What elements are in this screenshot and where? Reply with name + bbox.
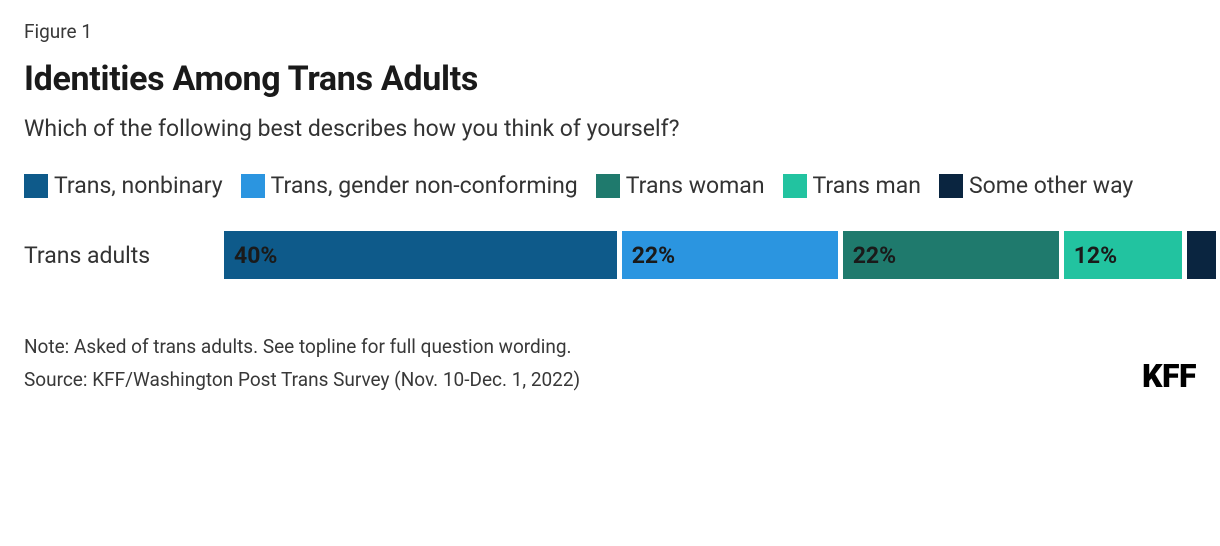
legend-label: Trans man [813,166,921,205]
legend-item: Some other way [939,166,1133,205]
footer-note: Note: Asked of trans adults. See topline… [24,335,1196,358]
legend-swatch [24,174,48,198]
chart-subtitle: Which of the following best describes ho… [24,115,1196,142]
legend-label: Trans woman [626,166,765,205]
legend-item: Trans woman [596,166,765,205]
bar-container: 40% 22% 22% 12% [224,231,1196,279]
row-label: Trans adults [24,242,224,269]
legend-item: Trans man [783,166,921,205]
bar-segment: 40% [224,231,617,279]
bar-value-label: 40% [234,242,277,269]
bar-segment [1187,231,1216,279]
footer-source: Source: KFF/Washington Post Trans Survey… [24,368,1196,391]
chart-row: Trans adults 40% 22% 22% 12% [24,231,1196,279]
legend-label: Trans, gender non-conforming [271,166,578,205]
kff-logo: KFF [1142,357,1196,395]
chart-title: Identities Among Trans Adults [24,59,1196,99]
bar-segment: 22% [622,231,838,279]
bar-value-label: 22% [632,242,675,269]
legend-label: Some other way [969,166,1133,205]
legend-swatch [241,174,265,198]
legend: Trans, nonbinary Trans, gender non-confor… [24,166,1196,205]
bar-value-label: 22% [853,242,896,269]
legend-item: Trans, gender non-conforming [241,166,578,205]
legend-swatch [783,174,807,198]
legend-swatch [596,174,620,198]
footer: Note: Asked of trans adults. See topline… [24,335,1196,391]
legend-label: Trans, nonbinary [54,166,223,205]
legend-swatch [939,174,963,198]
bar-value-label: 12% [1074,242,1117,269]
figure-label: Figure 1 [24,20,1196,43]
bar-segment: 12% [1064,231,1182,279]
legend-item: Trans, nonbinary [24,166,223,205]
bar-segment: 22% [843,231,1059,279]
